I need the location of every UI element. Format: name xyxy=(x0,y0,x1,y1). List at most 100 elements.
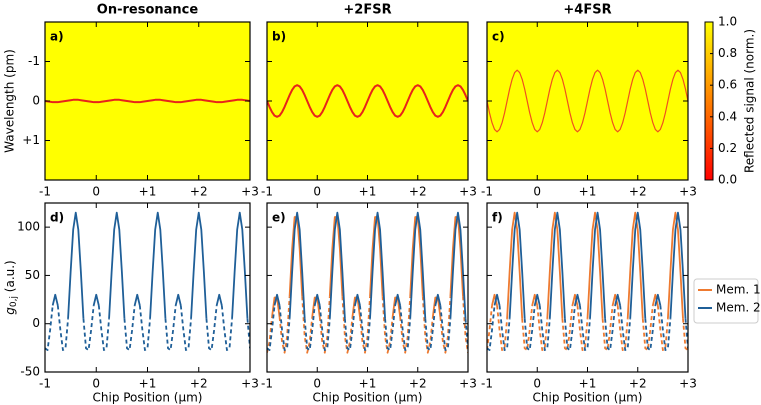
series-line xyxy=(421,296,434,354)
series-line xyxy=(533,293,541,306)
panel-title: +2FSR xyxy=(343,3,391,18)
series-line xyxy=(536,305,549,351)
series-line xyxy=(288,211,306,319)
series-line xyxy=(548,211,566,319)
series-line xyxy=(659,305,672,351)
x-tick-label: +2 xyxy=(409,377,427,391)
series-line xyxy=(394,293,402,306)
y-tick-label: 0 xyxy=(32,94,40,108)
series-line xyxy=(538,305,551,351)
x-tick-label: -1 xyxy=(481,185,493,199)
x-axis-label: Chip Position (μm) xyxy=(93,391,203,405)
panel-label: b) xyxy=(272,30,286,44)
series-line xyxy=(656,305,669,351)
panel-label: c) xyxy=(492,30,505,44)
series-line xyxy=(449,211,467,319)
x-tick-label: -1 xyxy=(261,185,273,199)
series-line xyxy=(354,293,361,306)
series-line xyxy=(179,305,192,351)
series-line xyxy=(506,211,524,319)
series-line xyxy=(669,211,687,319)
series-line xyxy=(667,211,684,319)
series-line xyxy=(359,305,371,351)
series-line xyxy=(190,211,208,319)
series-line xyxy=(589,211,606,319)
x-tick-label: -1 xyxy=(39,377,51,391)
colorbar-label: Reflected signal (norm.) xyxy=(743,29,757,173)
series-line xyxy=(487,69,688,133)
legend-label: Mem. 1 xyxy=(716,283,761,297)
panel-label: a) xyxy=(50,30,64,44)
series-line xyxy=(318,305,331,351)
y-tick-label: -50 xyxy=(20,365,40,379)
series-line xyxy=(51,293,59,306)
series-line xyxy=(576,305,589,351)
series-line xyxy=(273,293,281,306)
series-line xyxy=(328,211,346,319)
series-line xyxy=(399,305,412,351)
series-line xyxy=(493,293,501,306)
series-line xyxy=(381,296,394,354)
colorbar-tick-label: 0.4 xyxy=(718,109,737,123)
colorbar-tick-label: 0.0 xyxy=(718,173,737,187)
colorbar-tick-label: 0.8 xyxy=(718,46,737,60)
y-tick-label: 100 xyxy=(17,220,40,234)
series-line xyxy=(215,293,223,306)
series-line xyxy=(487,305,493,351)
series-line xyxy=(133,293,141,306)
series-line xyxy=(369,211,386,319)
series-line xyxy=(108,211,126,319)
y-axis-label: g0,j (a.u.) xyxy=(3,260,19,314)
x-tick-label: +3 xyxy=(241,377,259,391)
colorbar-tick-label: 1.0 xyxy=(718,15,737,29)
series-line xyxy=(498,305,511,351)
x-tick-label: +1 xyxy=(579,185,597,199)
series-line xyxy=(174,293,182,306)
x-tick-label: +2 xyxy=(409,185,427,199)
y-label-base: g xyxy=(3,307,17,315)
x-axis-label: Chip Position (μm) xyxy=(533,391,643,405)
series-line xyxy=(409,211,427,319)
colorbar xyxy=(704,21,714,181)
panel-label: d) xyxy=(50,211,64,225)
series-line xyxy=(508,211,526,319)
x-tick-label: 0 xyxy=(313,377,321,391)
series-line xyxy=(318,296,331,354)
series-line xyxy=(92,293,100,306)
colorbar-tick-label: 0.6 xyxy=(718,78,737,92)
x-tick-label: +3 xyxy=(459,377,477,391)
legend-label: Mem. 2 xyxy=(716,301,761,315)
x-tick-label: +1 xyxy=(359,377,377,391)
x-tick-label: 0 xyxy=(313,185,321,199)
y-tick-label: +1 xyxy=(22,133,40,147)
series-line xyxy=(97,305,110,351)
series-line xyxy=(313,293,321,306)
series-line xyxy=(67,211,85,319)
y-tick-label: 0 xyxy=(32,316,40,330)
y-axis-label: Wavelength (pm) xyxy=(3,49,17,153)
series-line xyxy=(439,296,452,354)
y-label-rest: (a.u.) xyxy=(3,260,17,296)
series-line xyxy=(138,305,151,351)
series-line xyxy=(682,318,688,351)
panel-label: e) xyxy=(272,211,286,225)
x-tick-label: 0 xyxy=(533,377,541,391)
series-line xyxy=(654,293,662,306)
x-tick-label: 0 xyxy=(92,185,100,199)
series-line xyxy=(341,296,354,354)
series-line xyxy=(619,305,632,351)
series-line xyxy=(45,305,54,351)
panel-title: On-resonance xyxy=(97,3,199,18)
x-tick-label: 0 xyxy=(92,377,100,391)
x-tick-label: +3 xyxy=(459,185,477,199)
x-tick-label: +3 xyxy=(679,185,697,199)
series-line xyxy=(546,211,564,319)
series-line xyxy=(434,293,442,306)
series-line xyxy=(149,211,167,319)
series-line xyxy=(301,296,314,354)
series-line xyxy=(278,305,291,351)
series-line xyxy=(579,305,591,351)
series-line xyxy=(359,296,371,354)
series-line xyxy=(629,211,647,319)
colorbar-tick-label: 0.2 xyxy=(718,141,737,155)
